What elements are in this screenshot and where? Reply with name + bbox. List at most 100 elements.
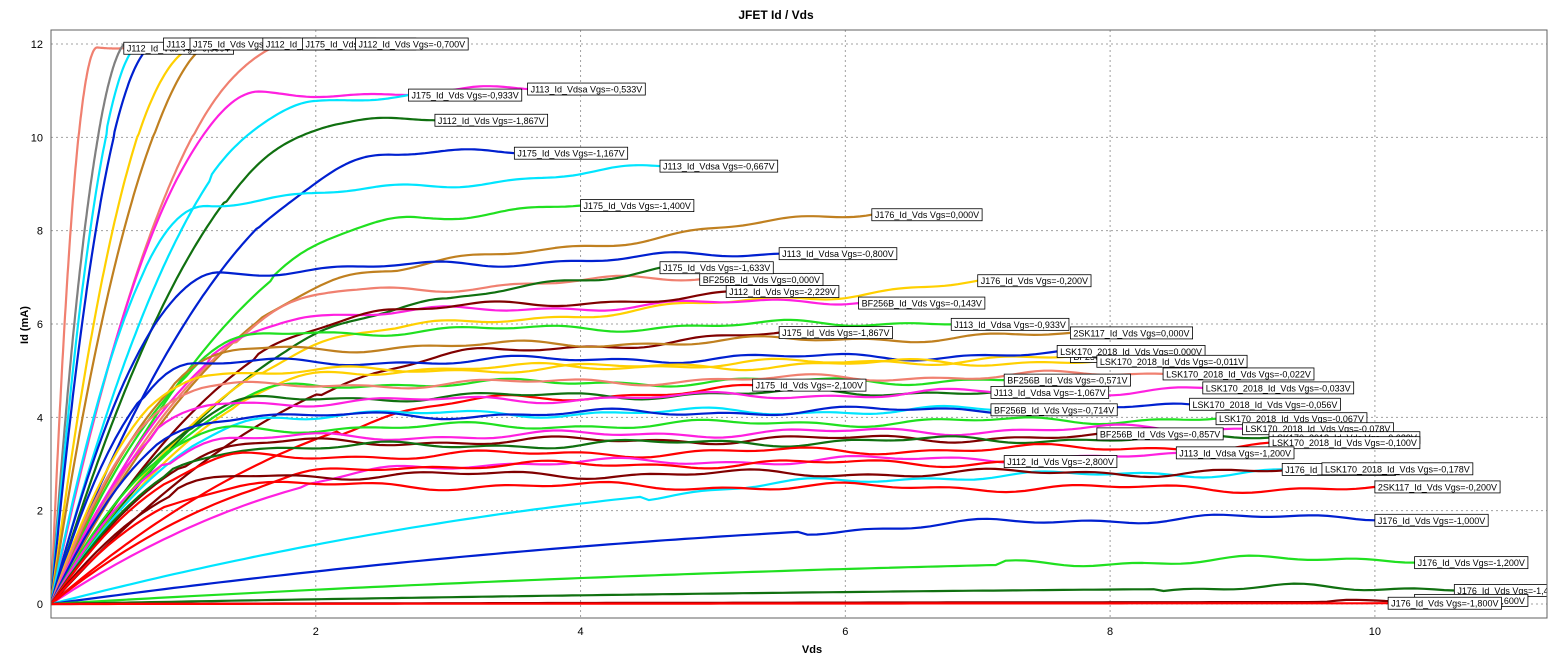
- series-end-label-text: J175_Id_Vds Vgs=-1,400V: [584, 201, 691, 211]
- series-end-label-box: [408, 88, 523, 102]
- series-end-label-text: J113_Id_Vdsa Vgs=-1,067V: [994, 388, 1106, 398]
- series-end-label-box: [871, 208, 983, 222]
- series-end-label-text: 2SK117_Id_Vds Vgs=0,000V: [1073, 328, 1189, 338]
- series-end-label-text: J176_Id_Vds Vgs=-0,200V: [981, 276, 1088, 286]
- series-line: [51, 383, 753, 605]
- series-end-label-box: [659, 159, 779, 173]
- series-end-label: J175_Id_Vds Vgs=-1,167V: [513, 146, 629, 160]
- series-line: [51, 164, 661, 605]
- y-tick-label: 6: [37, 319, 43, 331]
- series-line: [51, 432, 1270, 605]
- series-end-label: J113_Id_Vdsa Vgs=-1,200V: [1175, 446, 1295, 460]
- y-tick-label: 0: [37, 599, 43, 611]
- y-tick-label: 10: [31, 132, 43, 144]
- series-end-label-box: [1175, 446, 1295, 460]
- series-end-label: J176_Id_Vds Vgs=-1,000V: [1374, 513, 1489, 527]
- series-end-label-text: J176_Id_Vds Vgs=-1,400V: [1457, 586, 1552, 596]
- series-line: [51, 480, 1376, 605]
- series-end-label-box: [1374, 513, 1489, 527]
- series-line: [51, 274, 700, 605]
- series-line: [51, 377, 1005, 605]
- series-end-label-box: [1387, 596, 1502, 610]
- series-end-label: J113_Id_Vdsa Vgs=-0,800V: [778, 247, 898, 261]
- x-tick-label: 10: [1369, 626, 1381, 638]
- series-end-label-text: J175_Id_Vds Vgs=-0,933V: [411, 91, 518, 101]
- series-end-label: J175_Id_Vds Vgs=-1,633V: [659, 261, 774, 275]
- series-end-label: J175_Id_Vds Vgs=-1,400V: [580, 199, 695, 213]
- series-end-label-box: [752, 378, 867, 392]
- series-end-label-box: [1374, 480, 1501, 494]
- series-end-label: BF256B_Id_Vds Vgs=-0,857V: [1096, 427, 1224, 441]
- series-end-label-text: J176_Id_Vds Vgs=-1,000V: [1378, 516, 1485, 526]
- series-end-label-text: J175_Id_Vds Vgs=-1,867V: [782, 328, 889, 338]
- series-end-label-text: LSK170_2018_Id_Vds Vgs=-0,056V: [1193, 400, 1338, 410]
- series-line: [51, 468, 1283, 606]
- series-line: [51, 94, 409, 605]
- series-end-label-text: J175_Id_Vds Vgs=-1,633V: [663, 263, 770, 273]
- series-end-label-text: LSK170_2018_Id_Vds Vgs=-0,178V: [1325, 464, 1470, 474]
- series-end-label-box: [659, 261, 774, 275]
- series-end-label: J112_Id_Vds Vgs=-2,229V: [725, 285, 840, 298]
- series-line: [51, 279, 978, 605]
- series-end-label-box: [977, 274, 1092, 288]
- series-line: [51, 513, 1375, 606]
- series-end-label-box: [434, 113, 549, 127]
- series-line: [51, 582, 1455, 606]
- series-end-label-box: [1321, 462, 1474, 476]
- series-end-label-box: [1202, 381, 1355, 395]
- series-end-label-box: [1414, 556, 1529, 570]
- series-end-label: J113_Id_Vdsa Vgs=-0,533V: [527, 82, 646, 96]
- series-line: [51, 331, 1071, 605]
- series-end-label-text: 2SK117_Id_Vds Vgs=-0,200V: [1378, 482, 1497, 492]
- series-end-label-box: [527, 82, 646, 96]
- series-end-label-text: J175_Id_Vds Vgs=-2,100V: [756, 381, 863, 391]
- series-end-label: BF256B_Id_Vds Vgs=0,000V: [699, 272, 824, 286]
- series-end-label-text: J176_Id_Vds Vgs=-1,800V: [1391, 599, 1498, 609]
- series-end-label-box: [513, 146, 629, 160]
- series-end-label: BF256B_Id_Vds Vgs=-0,714V: [990, 403, 1118, 417]
- series-end-label-text: J175_Id_Vds Vgs=-1,167V: [517, 149, 624, 159]
- series-line: [51, 432, 1098, 605]
- series-end-label-text: J113_Id_Vdsa Vgs=-0,667V: [663, 162, 775, 172]
- series-end-label-text: J112_Id_Vds Vgs=-1,867V: [438, 116, 545, 126]
- series-end-label-text: LSK170_2018_Id_Vds Vgs=-0,022V: [1166, 369, 1311, 379]
- series-end-label-box: [1268, 436, 1421, 450]
- series-end-label-text: J113_Id_Vdsa Vgs=-0,800V: [782, 249, 894, 259]
- series-end-label: BF256B_Id_Vds Vgs=-0,143V: [858, 296, 986, 310]
- series-line: [51, 350, 1058, 605]
- series-end-label: LSK170_2018_Id_Vds Vgs=-0,022V: [1162, 367, 1315, 381]
- series-end-label-text: LSK170_2018_Id_Vds Vgs=-0,067V: [1219, 414, 1364, 424]
- series-line: [51, 416, 1217, 605]
- series-end-label: LSK170_2018_Id_Vds Vgs=-0,033V: [1202, 381, 1355, 395]
- series-line: [51, 355, 1071, 605]
- x-tick-label: 6: [842, 626, 848, 638]
- series-end-label-text: J113_Id_Vdsa Vgs=-0,533V: [531, 85, 643, 95]
- series-end-label: J113_Id_Vdsa Vgs=-0,933V: [950, 317, 1070, 331]
- series-end-label-text: BF256B_Id_Vds Vgs=0,000V: [703, 275, 820, 285]
- series-end-label: J176_Id_Vds Vgs=-1,800V: [1387, 596, 1502, 610]
- series-line: [51, 387, 992, 605]
- x-tick-label: 8: [1107, 626, 1113, 638]
- series-line: [51, 459, 1005, 605]
- series-end-label: J175_Id_Vds Vgs=-2,100V: [752, 378, 867, 392]
- chart-title: JFET Id / Vds: [738, 8, 814, 22]
- series-end-label-text: J112_Id_Vds Vgs=-2,800V: [1007, 457, 1114, 467]
- series-end-label-text: J112_Id_Vds Vgs=-0,700V: [358, 40, 465, 50]
- series-end-label: LSK170_2018_Id_Vds Vgs=-0,011V: [1096, 354, 1248, 368]
- series-end-label-text: J112_Id_Vds Vgs=-2,229V: [729, 287, 836, 297]
- series-line: [51, 602, 1389, 606]
- plot-frame: [50, 29, 1548, 619]
- series-end-label-box: [725, 285, 840, 298]
- y-tick-label: 8: [37, 226, 43, 238]
- series-end-label: J176_Id_Vds Vgs=0,000V: [871, 208, 983, 222]
- series-end-label-text: BF256B_Id_Vds Vgs=-0,571V: [1007, 376, 1127, 386]
- series-end-label-text: LSK170_2018_Id_Vds Vgs=0,000V: [1060, 347, 1202, 357]
- series-end-label-text: J176_Id_Vds Vgs=0,000V: [875, 210, 979, 220]
- series-end-label: J112_Id_Vds Vgs=-1,867V: [434, 113, 549, 127]
- series-end-label-text: J175_Id_Vds Vgs=0,000V: [193, 40, 297, 50]
- series-end-label: J176_Id_Vds Vgs=-0,200V: [977, 274, 1092, 288]
- series-end-label-box: [1189, 397, 1341, 411]
- series-line: [51, 358, 1098, 605]
